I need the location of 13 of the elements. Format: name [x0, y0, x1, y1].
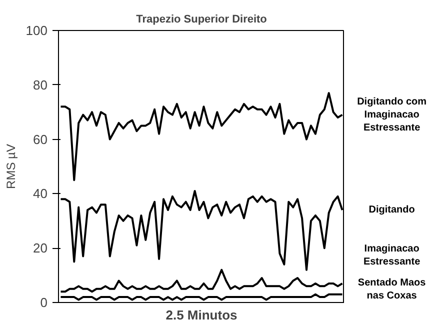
text: Digitando — [368, 204, 415, 216]
x-axis-title: 2.5 Minutos — [166, 308, 238, 322]
text: Imaginacao Estressante — [363, 244, 421, 268]
y-tick-label: 20 — [33, 240, 48, 256]
y-axis-title: RMS µV — [4, 144, 18, 189]
y-tick-label: 40 — [33, 186, 48, 202]
series-label: Digitando com Imaginacao Estressante — [357, 96, 427, 134]
series-label: Sentado Maos nas Coxas — [358, 277, 426, 302]
y-tick-label: 80 — [33, 77, 48, 92]
y-tick-label: 0 — [40, 295, 48, 310]
chart-title: Trapezio Superior Direito — [136, 14, 268, 26]
y-tick-label: 100 — [26, 23, 48, 38]
y-tick-label: 60 — [33, 132, 48, 147]
